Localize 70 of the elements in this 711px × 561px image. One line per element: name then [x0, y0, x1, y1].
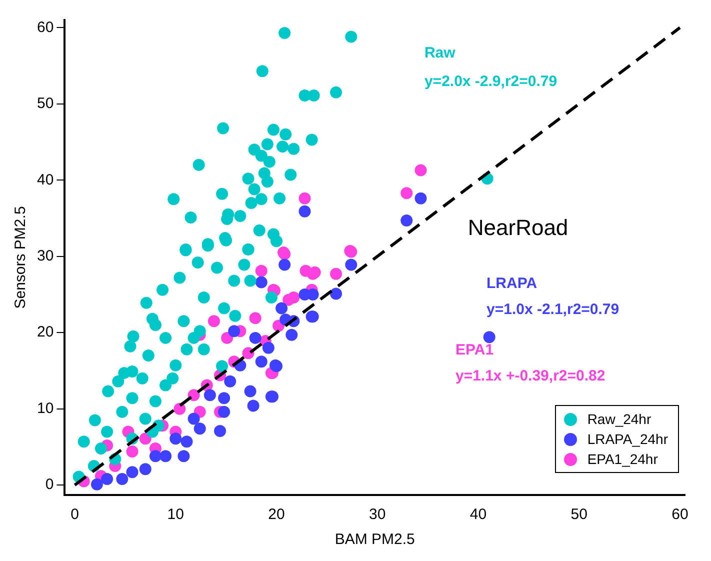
x-tick-label: 60 [672, 506, 688, 524]
point [298, 205, 311, 218]
point [116, 472, 128, 485]
point [221, 332, 234, 344]
annotation: y=1.0x -2.1,r2=0.79 [486, 300, 620, 318]
legend-label: LRAPA_24hr [587, 431, 668, 447]
y-tick-label: 10 [36, 400, 54, 417]
annotation: NearRoad [468, 215, 568, 240]
x-tick-label: 50 [570, 506, 588, 524]
point [330, 288, 342, 300]
point [255, 264, 268, 277]
point [228, 325, 240, 338]
point [174, 402, 186, 415]
x-tick-label: 0 [70, 506, 79, 524]
point [126, 466, 138, 478]
point [139, 463, 152, 476]
point [400, 214, 413, 227]
point [345, 258, 358, 271]
x-axis-title: BAM PM2.5 [334, 531, 415, 548]
point [178, 450, 190, 462]
y-tick-label: 20 [36, 324, 54, 341]
point [330, 268, 342, 280]
legend-label: EPA1_24hr [587, 451, 658, 467]
y-tick-label: 30 [36, 247, 54, 264]
x-tick-label: 40 [470, 506, 487, 524]
point [414, 192, 427, 204]
y-tick-label: 50 [36, 95, 54, 112]
point [255, 276, 268, 288]
point [224, 375, 236, 388]
point [255, 356, 268, 368]
legend-label: Raw_24hr [587, 411, 652, 427]
point [101, 472, 114, 485]
point [218, 392, 230, 404]
point [400, 187, 413, 200]
point [90, 478, 103, 490]
point [180, 436, 193, 448]
y-tick-label: 60 [36, 18, 54, 36]
x-tick-label: 30 [369, 506, 386, 524]
point [276, 302, 288, 314]
y-tick-label: 0 [45, 476, 54, 494]
annotation: Raw [424, 44, 456, 62]
point [278, 258, 291, 271]
y-tick-label: 40 [36, 171, 54, 188]
point [218, 406, 230, 418]
point [249, 332, 262, 344]
point [414, 164, 427, 176]
point [286, 328, 298, 341]
point [126, 446, 138, 458]
y-axis-title: Sensors PM2.5 [12, 206, 30, 309]
point [262, 342, 274, 354]
point [298, 192, 311, 204]
point [188, 412, 200, 425]
annotation: y=2.0x -2.9,r2=0.79 [424, 72, 558, 90]
point [194, 422, 206, 435]
point [247, 400, 260, 412]
point [483, 331, 496, 344]
x-tick-label: 10 [167, 506, 184, 524]
point [208, 315, 220, 328]
point [149, 450, 162, 462]
point [244, 385, 256, 398]
point [249, 312, 262, 324]
point [160, 450, 172, 462]
point [204, 389, 216, 402]
annotation: LRAPA [486, 274, 538, 292]
annotation: y=1.1x +-0.39,r2=0.82 [455, 367, 606, 384]
point [282, 294, 295, 306]
point [170, 432, 182, 445]
annotation: EPA1 [455, 341, 494, 358]
point [214, 424, 226, 437]
x-tick-label: 20 [268, 506, 285, 524]
